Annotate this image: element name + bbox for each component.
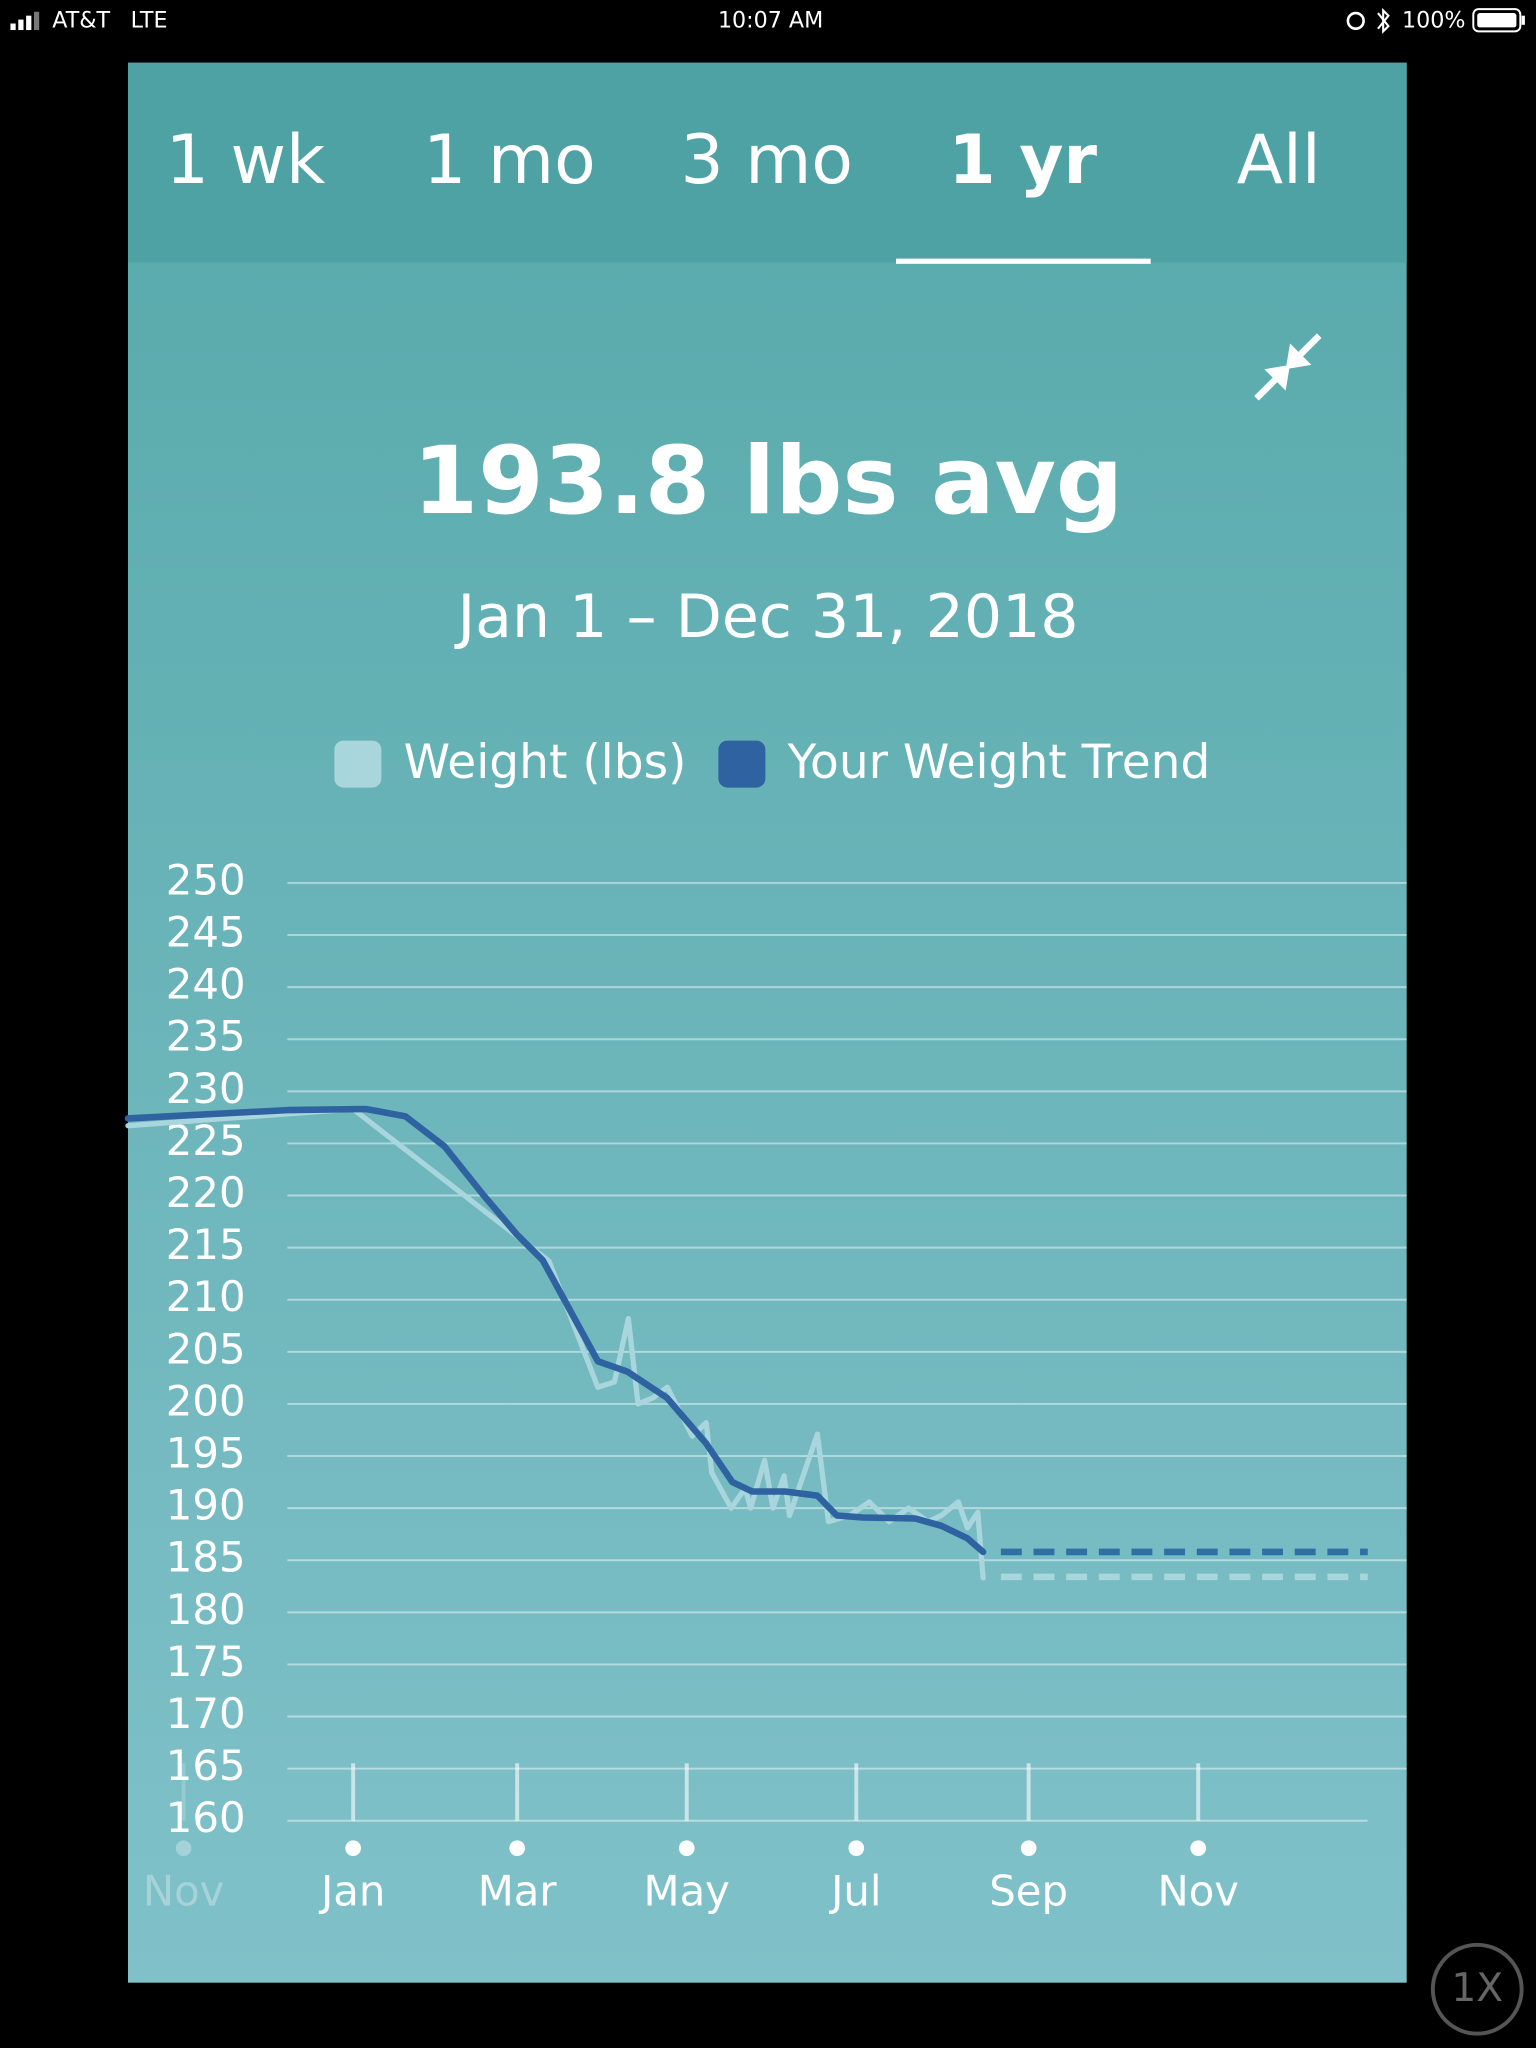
signal-bar (10, 23, 16, 31)
battery-level: 100% (1402, 7, 1465, 33)
y-tick-label: 165 (166, 1741, 246, 1790)
network: LTE (131, 7, 168, 33)
legend: Weight (lbs) Your Weight Trend (334, 735, 1210, 790)
legend-swatch (334, 740, 382, 788)
x-tick-label: Sep (989, 1866, 1068, 1915)
average-headline: 193.8 lbs avg (413, 427, 1123, 536)
y-tick-label: 220 (166, 1168, 246, 1217)
tab[interactable]: 1 yr (948, 121, 1097, 200)
trend-line (124, 1105, 987, 1556)
x-tick-dot (1020, 1840, 1037, 1856)
x-tick-dot (345, 1840, 361, 1856)
x-tick-label: Nov (143, 1866, 225, 1915)
y-tick-label: 240 (166, 960, 246, 1009)
tab[interactable]: 1 mo (423, 121, 596, 200)
x-tick-label: Mar (478, 1866, 558, 1915)
clock: 10:07 AM (718, 7, 823, 33)
bluetooth-icon (1377, 7, 1390, 34)
y-tick-label: 215 (166, 1220, 246, 1269)
x-tick-label: Nov (1157, 1866, 1239, 1915)
tab[interactable]: 1 wk (166, 121, 326, 200)
alarm-icon (1346, 11, 1365, 31)
signal-bar (26, 15, 32, 31)
x-tick-dot (1190, 1840, 1207, 1856)
status-bar: AT&T LTE 10:07 AM 100% (10, 7, 1525, 34)
y-tick-label: 245 (166, 908, 246, 957)
x-tick-label: May (644, 1866, 730, 1915)
y-tick-label: 195 (166, 1429, 246, 1478)
signal-bar (33, 11, 40, 31)
y-tick-label: 180 (166, 1585, 246, 1634)
carrier: AT&T (52, 7, 110, 33)
tabs: 1 wk 1 mo 3 mo 1 yr All (166, 121, 1321, 264)
x-tick-dot (848, 1840, 865, 1856)
tab[interactable]: All (1237, 121, 1321, 200)
tab[interactable]: 3 mo (680, 121, 853, 200)
tab-underline (896, 258, 1151, 264)
y-tick-label: 230 (166, 1064, 246, 1113)
y-tick-label: 235 (166, 1012, 246, 1061)
zoom-label: 1X (1451, 1966, 1503, 2011)
y-tick-label: 210 (166, 1272, 246, 1321)
y-tick-label: 200 (166, 1376, 246, 1425)
y-tick-label: 250 (166, 855, 246, 904)
x-tick-label: Jan (318, 1866, 385, 1915)
x-tick-label: Jul (828, 1866, 881, 1915)
date-range: Jan 1 – Dec 31, 2018 (453, 582, 1078, 652)
x-tick-dot (509, 1840, 526, 1856)
legend-label: Your Weight Trend (787, 735, 1211, 790)
legend-swatch (718, 740, 766, 788)
collapse-button[interactable] (1254, 333, 1322, 401)
legend-label: Weight (lbs) (404, 735, 687, 790)
zoom-button[interactable] (1430, 1942, 1524, 2036)
battery-fill (1477, 13, 1517, 28)
arrow-head (1285, 343, 1312, 370)
arrow-head (1264, 364, 1290, 391)
y-tick-label: 170 (166, 1689, 246, 1738)
tab-bar (128, 62, 1407, 263)
plot: 2502452402352302252202152102052001951901… (124, 855, 1407, 1915)
battery-icon (1472, 8, 1522, 33)
y-tick-label: 160 (166, 1793, 246, 1842)
x-tick-dot (175, 1840, 192, 1856)
battery-tip (1521, 15, 1525, 25)
x-tick-dot (678, 1840, 695, 1856)
y-tick-label: 185 (166, 1533, 246, 1582)
y-tick-label: 205 (166, 1324, 246, 1373)
y-tick-label: 190 (166, 1481, 246, 1530)
panel (128, 62, 1407, 1983)
signal-bar (18, 19, 24, 31)
y-tick-label: 175 (166, 1637, 246, 1686)
